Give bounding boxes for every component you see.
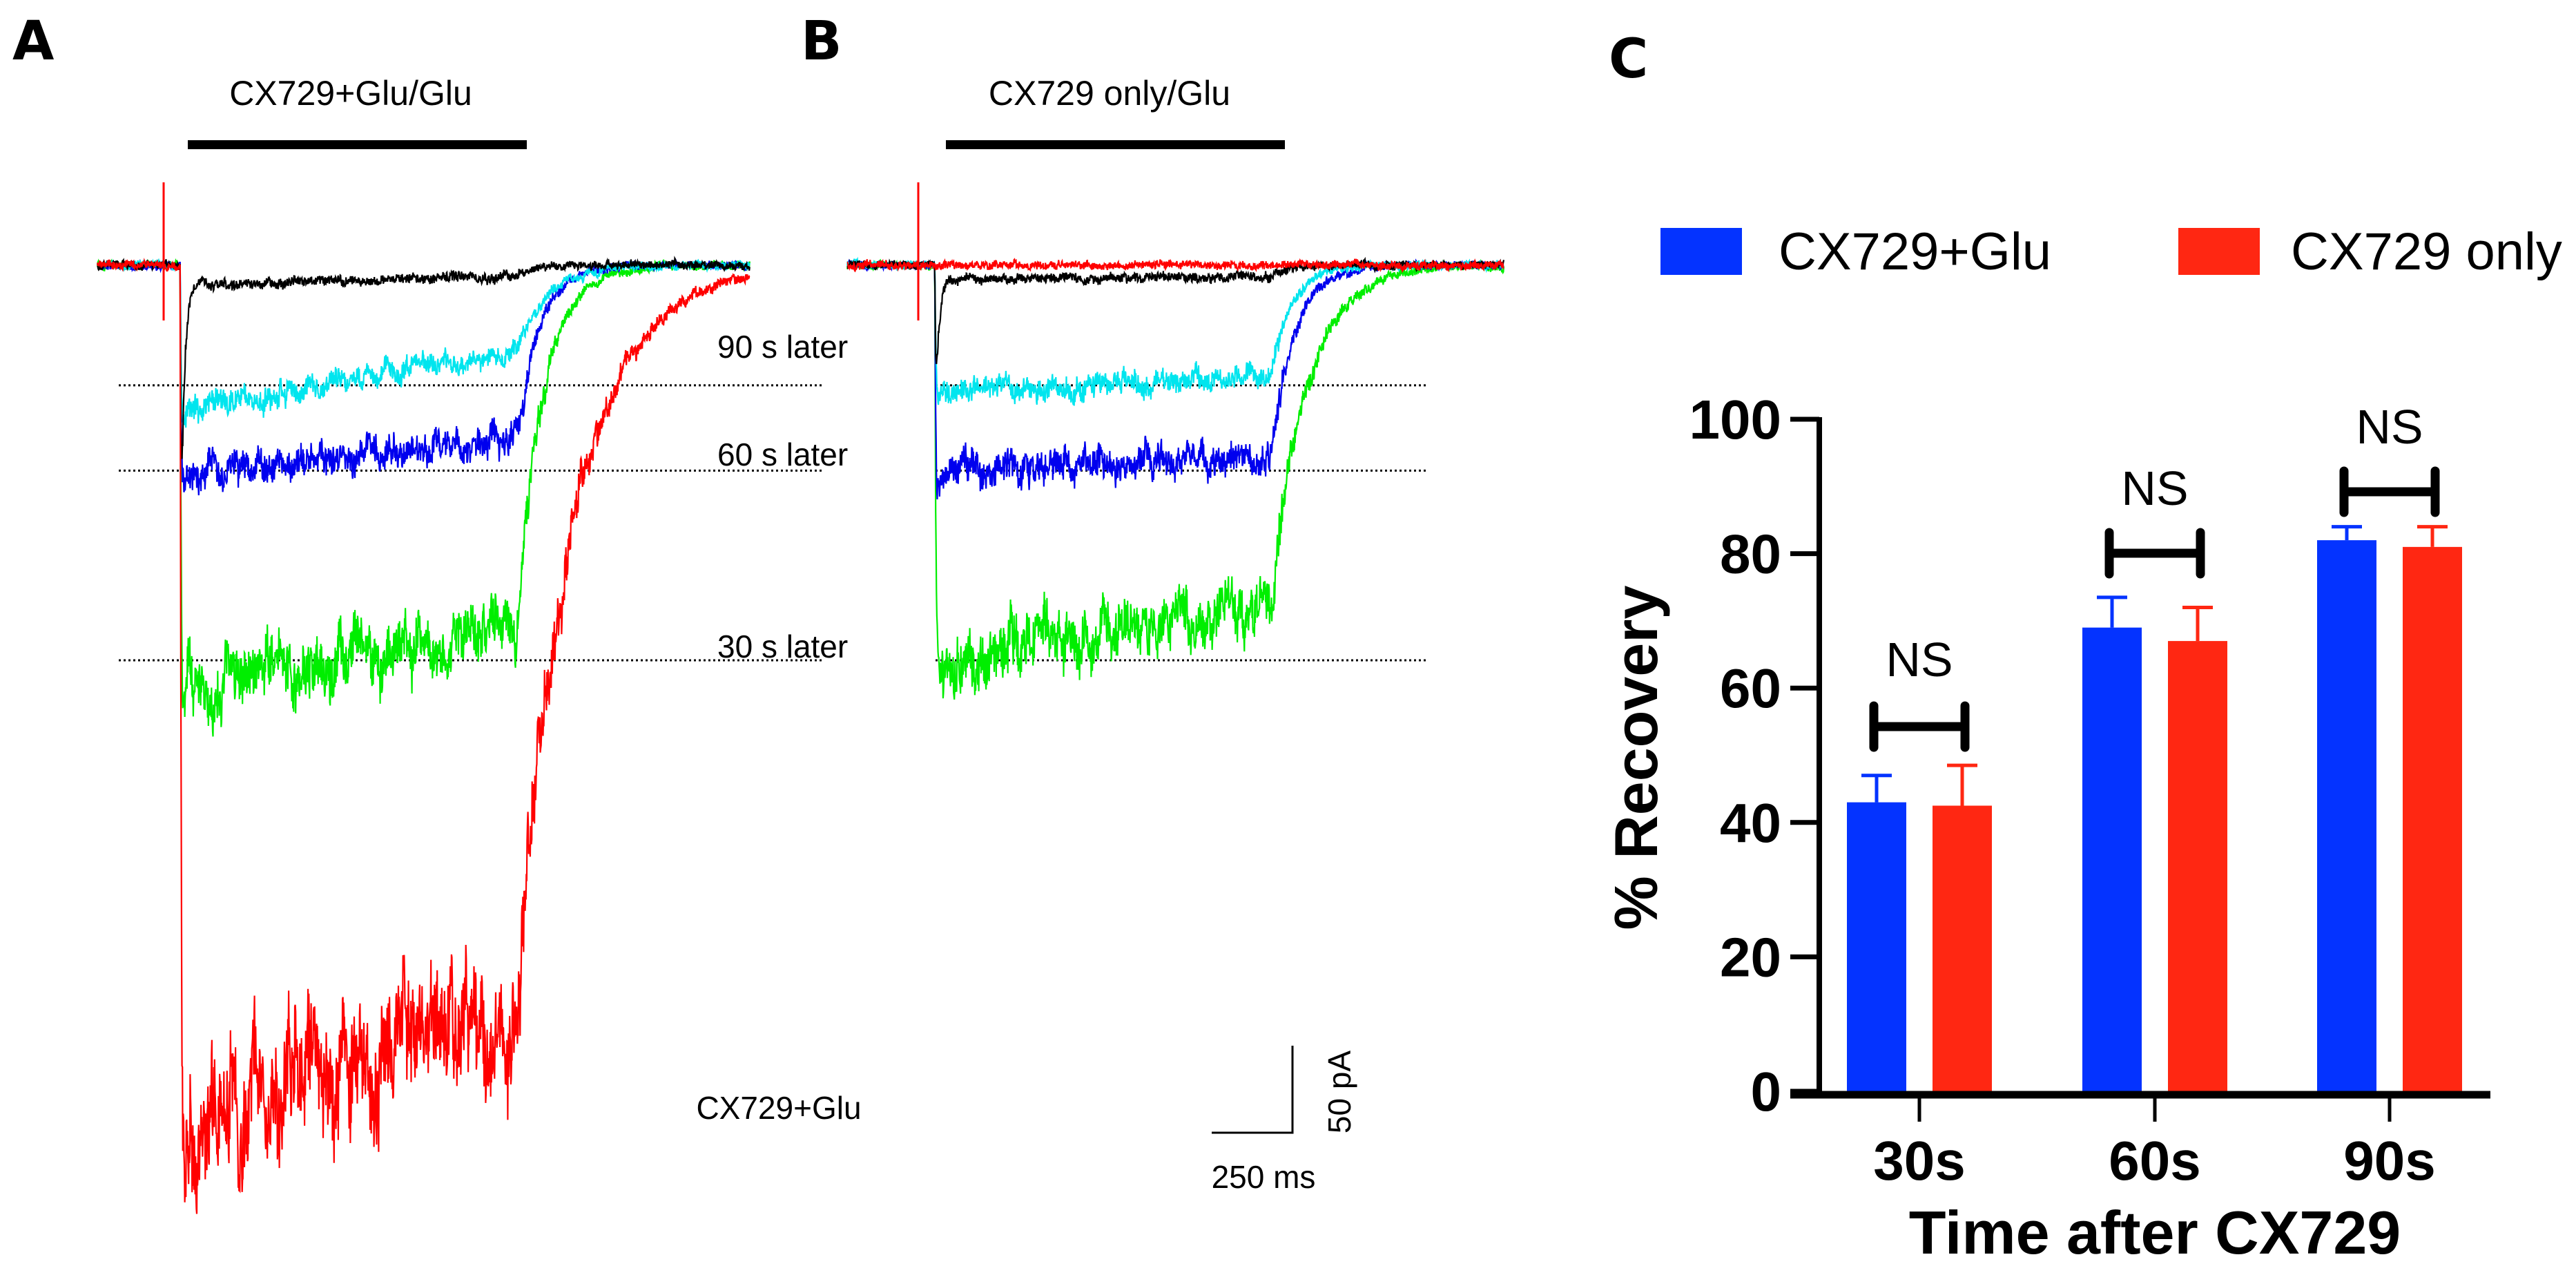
scale-bar-y-label: 50 pA [1321,1051,1357,1134]
x-axis-label: Time after CX729 [1909,1198,2401,1267]
trace-60-s-later [97,258,750,496]
level-label-60s: 60 s later [717,437,848,472]
panel-label-a: A [12,10,54,73]
legend-label-cx729-only: CX729 only [2291,222,2562,281]
bar-60s-0 [2082,627,2142,1091]
significance-label: NS [2121,461,2188,515]
panel-a-title: CX729+Glu/Glu [229,74,472,113]
panel-a-traces [97,182,822,1214]
x-tick-label: 90s [2343,1130,2435,1191]
bar-30s-0 [1847,802,1906,1091]
trace-control [846,256,1505,365]
x-tick-label: 60s [2109,1130,2200,1191]
legend-swatch-cx729-glu [1660,228,1742,275]
legend-swatch-cx729-only [2178,228,2260,275]
x-tick-label: 30s [1873,1130,1965,1191]
level-label-30s: 30 s later [717,629,848,664]
bar-30s-1 [1933,805,1992,1091]
y-tick-label: 40 [1720,792,1781,854]
significance-bracket [2339,466,2440,517]
panel-label-c: C [1609,28,1648,90]
panel-b-traces [846,182,1505,700]
panel-a-application-bar [188,140,527,149]
panel-c-bar-chart: 0 20 40 60 80 100 30s NS 60s NS 90s NS [1689,389,2490,1191]
trace-cx729-glu [97,258,750,1214]
trace-90-s-later [97,258,750,428]
scale-bar-x-label: 250 ms [1212,1159,1316,1195]
bar-60s-1 [2168,641,2227,1091]
bar-90s-0 [2317,540,2376,1091]
y-tick-label: 0 [1751,1061,1782,1122]
trace-cx729-only [846,258,1504,274]
trace-30-s-later [97,258,750,737]
significance-bracket [2104,528,2205,579]
significance-label: NS [1886,633,1953,687]
y-tick-label: 20 [1720,926,1781,988]
significance-label: NS [2356,400,2423,454]
y-tick-label: 100 [1689,389,1781,450]
scale-bar [1212,1046,1294,1134]
panel-a-annotation: CX729+Glu [696,1090,861,1126]
y-tick-label: 60 [1720,658,1781,719]
legend-label-cx729-glu: CX729+Glu [1779,222,2051,281]
significance-bracket [1869,701,1970,752]
y-tick-label: 80 [1720,524,1781,585]
trace-30-s-later [846,258,1505,700]
bar-90s-1 [2403,546,2462,1091]
y-axis-label: % Recovery [1602,585,1670,930]
level-label-90s: 90 s later [717,329,848,365]
panel-b-title: CX729 only/Glu [989,74,1230,113]
trace-control [97,256,750,459]
panel-label-b: B [801,10,842,73]
panel-b-application-bar [946,140,1285,149]
